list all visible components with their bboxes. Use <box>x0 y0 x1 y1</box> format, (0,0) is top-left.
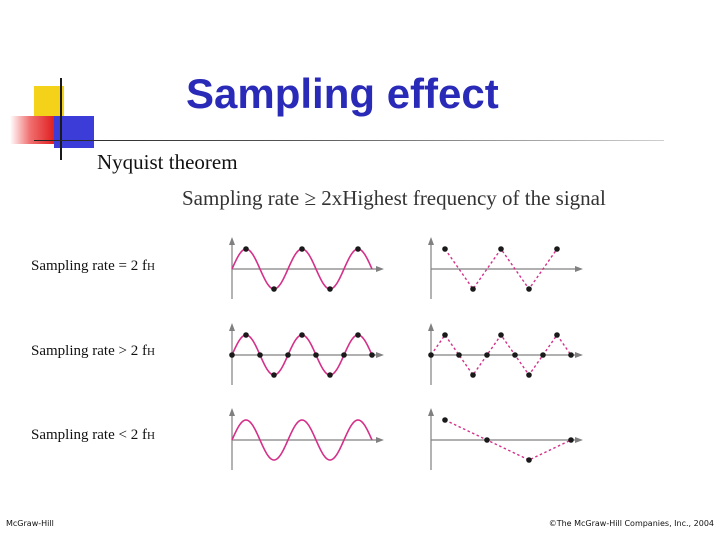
sample-point <box>470 286 476 292</box>
sample-point <box>554 246 560 252</box>
sample-point <box>313 352 319 358</box>
sample-point <box>369 352 375 358</box>
sample-point <box>526 457 532 463</box>
sample-point <box>526 372 532 378</box>
sample-point <box>341 352 347 358</box>
x-axis-arrow <box>376 352 384 358</box>
decor-red-square <box>10 116 54 144</box>
decor-yellow-square <box>34 86 64 116</box>
sample-point <box>470 372 476 378</box>
sine-wave <box>231 419 373 461</box>
y-axis-arrow <box>428 408 434 416</box>
sample-point <box>271 372 277 378</box>
sample-point <box>299 246 305 252</box>
row-greater-analog-plot <box>229 323 384 385</box>
decor-horizontal-line <box>34 140 664 141</box>
slide-title: Sampling effect <box>186 70 499 117</box>
row-equal-analog-plot <box>229 237 384 299</box>
row-greater-sampled-plot <box>428 323 583 385</box>
y-axis-arrow <box>229 323 235 331</box>
x-axis-arrow <box>376 437 384 443</box>
sample-point <box>526 286 532 292</box>
row-less-sampled-plot <box>428 408 583 470</box>
sample-point <box>355 332 361 338</box>
sample-point <box>327 286 333 292</box>
x-axis-arrow <box>575 266 583 272</box>
sample-point <box>554 332 560 338</box>
y-axis-arrow <box>428 237 434 245</box>
row-less-analog-plot <box>229 408 384 470</box>
sample-point <box>271 286 277 292</box>
x-axis-arrow <box>575 437 583 443</box>
sample-point <box>327 372 333 378</box>
sample-point <box>498 246 504 252</box>
sample-point <box>243 246 249 252</box>
bullet-text: Nyquist theorem <box>97 150 238 174</box>
sample-point <box>442 246 448 252</box>
sample-point <box>257 352 263 358</box>
y-axis-arrow <box>229 408 235 416</box>
row-equal-sampled-plot <box>428 237 583 299</box>
sample-point <box>484 437 490 443</box>
row-label-greater: Sampling rate > 2 fH <box>31 343 155 359</box>
sample-point <box>484 352 490 358</box>
sample-point <box>442 417 448 423</box>
row-label-equal: Sampling rate = 2 fH <box>31 258 155 274</box>
sample-point <box>512 352 518 358</box>
x-axis-arrow <box>376 266 384 272</box>
footer-copyright: ©The McGraw-Hill Companies, Inc., 2004 <box>548 519 714 528</box>
sample-point <box>355 246 361 252</box>
y-axis-arrow <box>229 237 235 245</box>
sample-point <box>285 352 291 358</box>
sample-point <box>299 332 305 338</box>
sample-point <box>428 352 434 358</box>
row-label-less: Sampling rate < 2 fH <box>31 427 155 443</box>
sample-point <box>568 437 574 443</box>
y-axis-arrow <box>428 323 434 331</box>
sample-point <box>243 332 249 338</box>
sample-point <box>456 352 462 358</box>
sample-point <box>229 352 235 358</box>
decor-vertical-line <box>60 78 62 160</box>
reconstructed-signal <box>444 419 572 461</box>
x-axis-arrow <box>575 352 583 358</box>
sample-point <box>498 332 504 338</box>
sample-point <box>442 332 448 338</box>
nyquist-formula: Sampling rate ≥ 2xHighest frequency of t… <box>182 186 606 210</box>
sample-point <box>540 352 546 358</box>
sample-point <box>568 352 574 358</box>
footer-left: McGraw-Hill <box>6 519 54 528</box>
